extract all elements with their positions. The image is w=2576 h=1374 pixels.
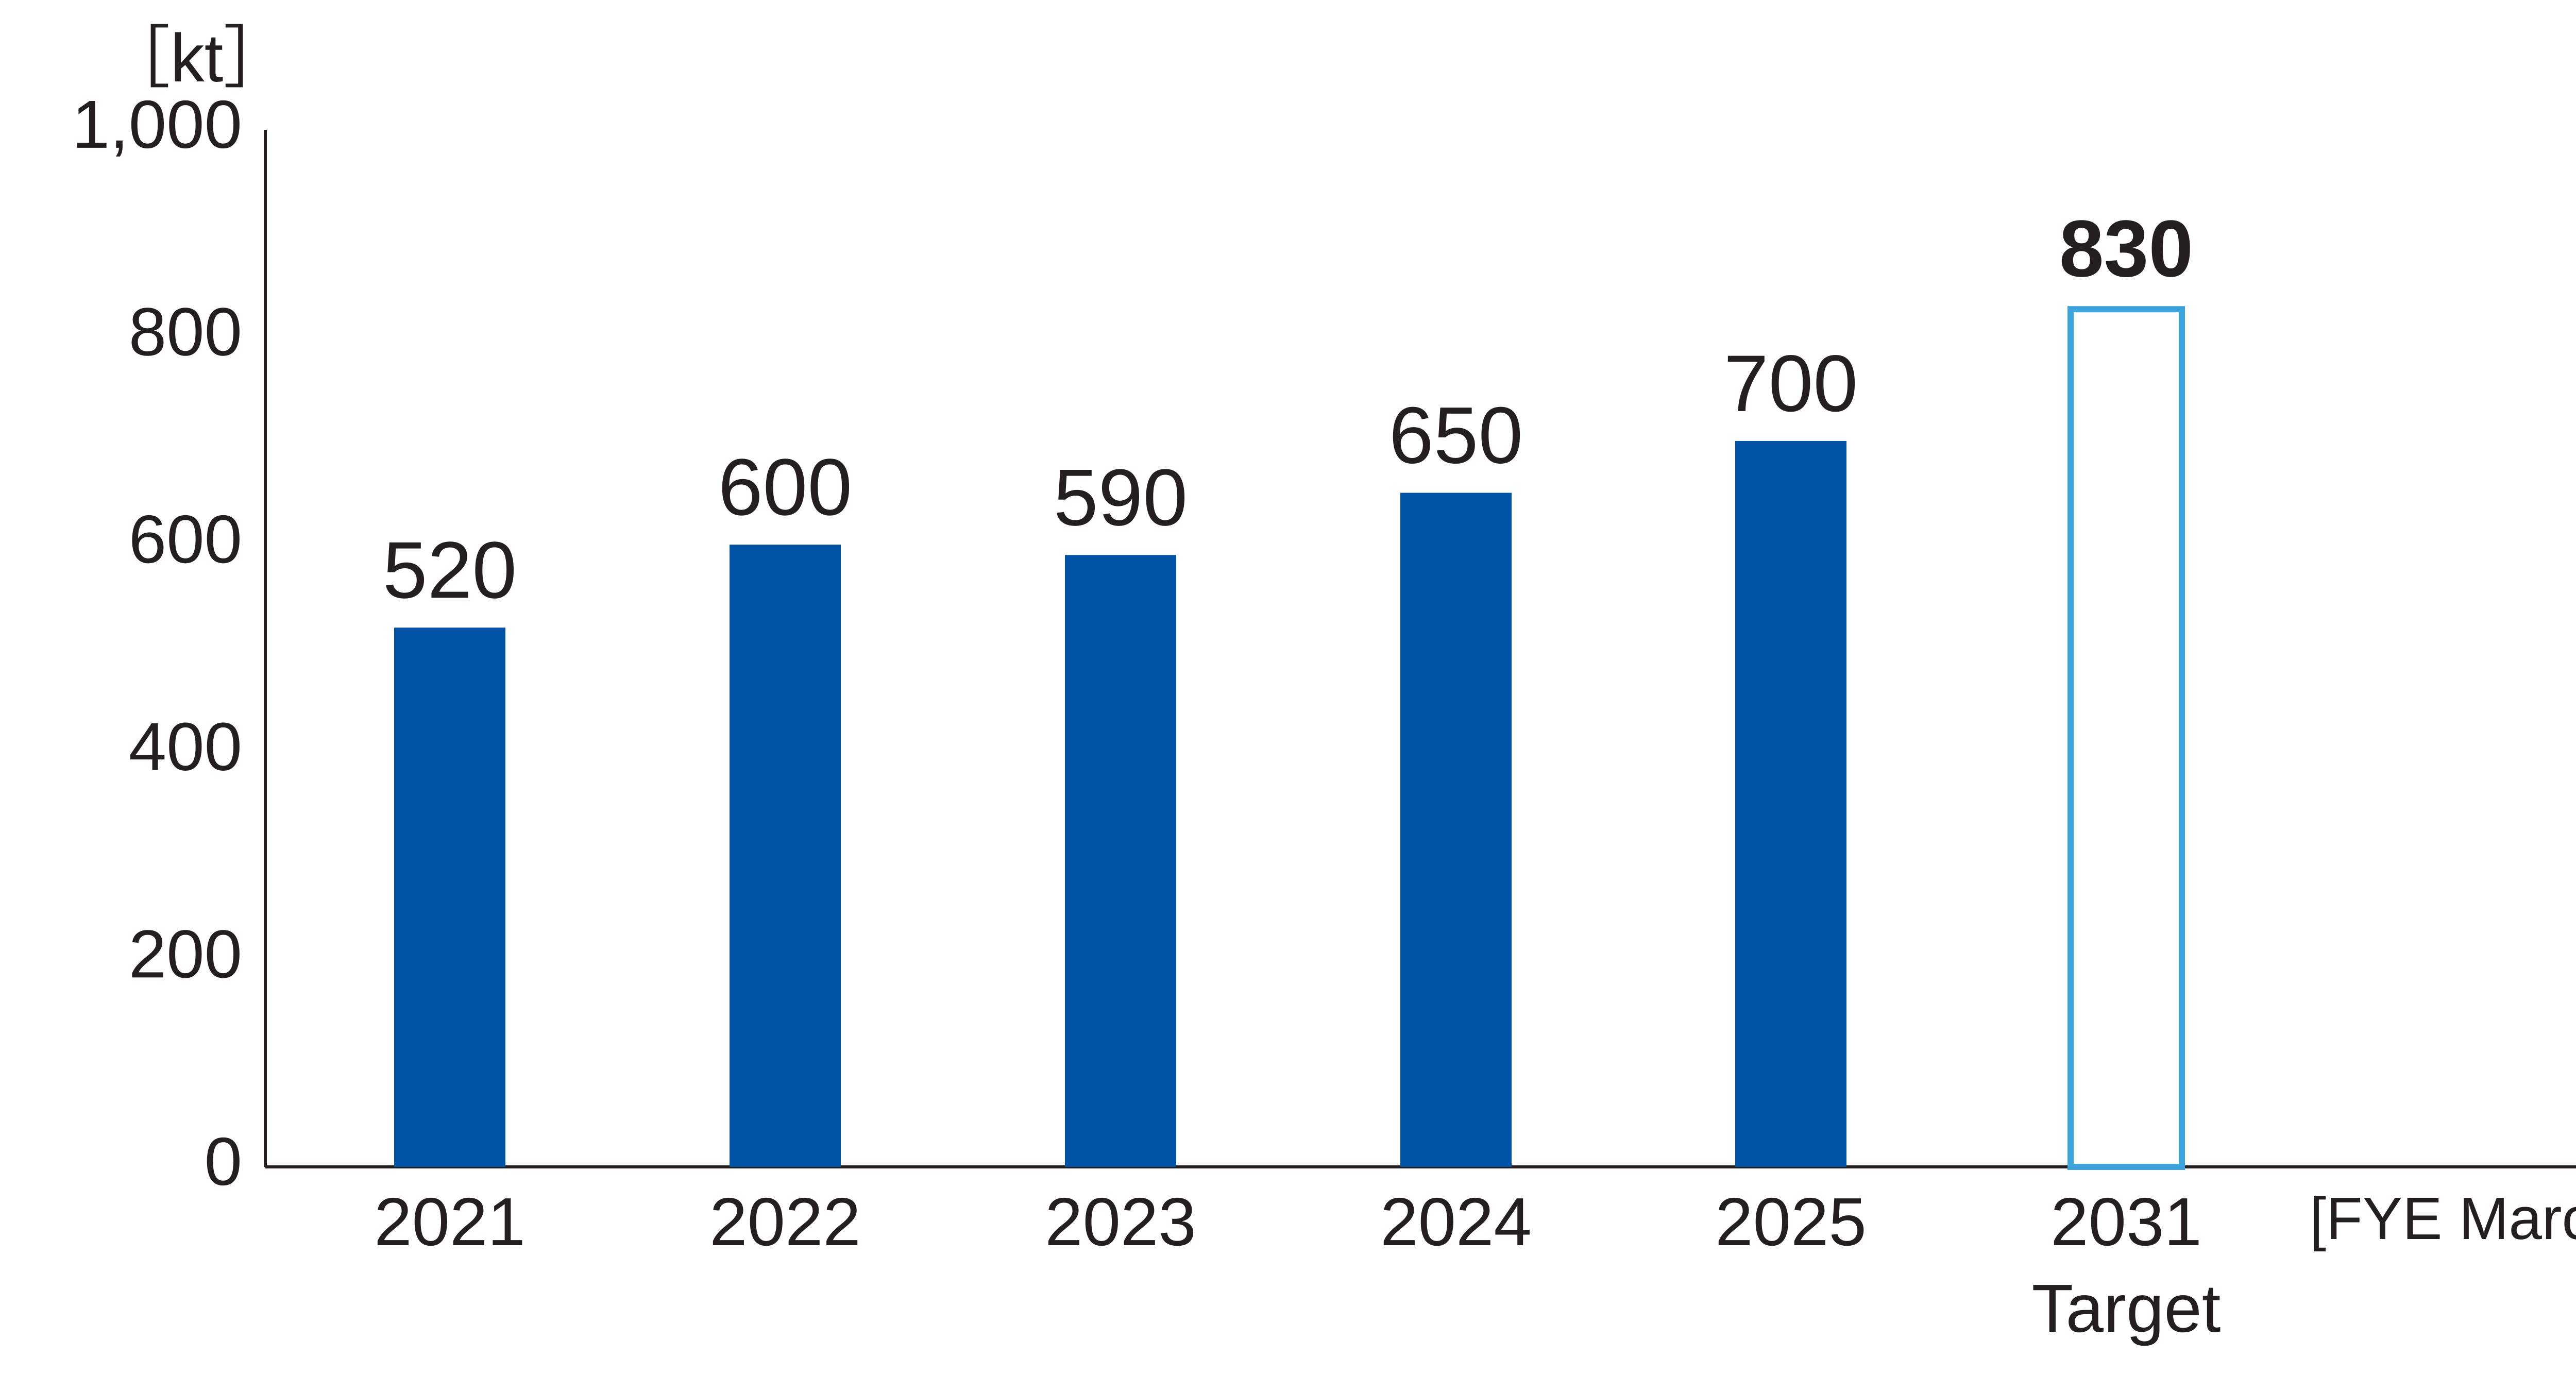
y-tick-label-3: 600 xyxy=(129,501,242,577)
bar-2024 xyxy=(1400,493,1512,1167)
x-tick-label-2025: 2025 xyxy=(1715,1184,1867,1260)
bar-2022 xyxy=(730,545,841,1167)
value-label-2025: 700 xyxy=(1724,339,1858,429)
labels-layer: ［kt］ [FYE March] xyxy=(103,20,2576,1252)
x-ticks-layer: 2021 2022 2023 2024 2025 2031 Target xyxy=(374,1184,2221,1346)
bar-2025 xyxy=(1735,440,1846,1167)
value-label-2022: 600 xyxy=(718,443,852,532)
x-tick-sublabel-2031: Target xyxy=(2032,1270,2221,1346)
x-tick-label-2022: 2022 xyxy=(709,1184,861,1260)
y-tick-label-4: 800 xyxy=(129,294,242,369)
bar-2023 xyxy=(1065,555,1176,1167)
y-tick-label-1: 200 xyxy=(129,916,242,992)
x-tick-label-2031: 2031 xyxy=(2050,1184,2202,1260)
y-axis-unit-label: ［kt］ xyxy=(103,20,292,96)
x-axis-note-label: [FYE March] xyxy=(2310,1185,2576,1252)
y-tick-label-5: 1,000 xyxy=(72,87,242,162)
x-tick-label-2021: 2021 xyxy=(374,1184,526,1260)
x-tick-label-2023: 2023 xyxy=(1045,1184,1196,1260)
x-tick-label-2024: 2024 xyxy=(1380,1184,1532,1260)
y-tick-label-0: 0 xyxy=(205,1124,242,1199)
y-ticks-layer: 0 200 400 600 800 1,000 xyxy=(72,87,242,1199)
value-label-2024: 650 xyxy=(1389,391,1523,481)
bar-2021 xyxy=(394,627,505,1167)
value-label-2021: 520 xyxy=(383,525,517,615)
value-labels-layer: 520 600 590 650 700 830 xyxy=(383,204,2193,615)
bars-layer xyxy=(394,306,2185,1171)
value-label-2031: 830 xyxy=(2059,204,2193,294)
bar-target-2031 xyxy=(2067,306,2185,1171)
value-label-2023: 590 xyxy=(1054,453,1188,542)
y-tick-label-2: 400 xyxy=(129,709,242,785)
